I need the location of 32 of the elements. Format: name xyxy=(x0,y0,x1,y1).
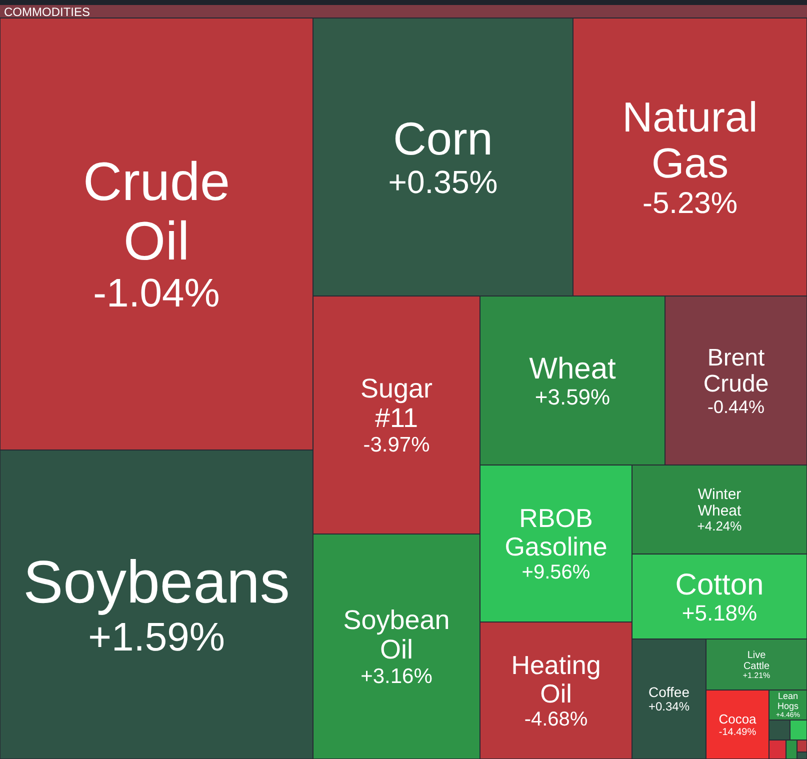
category-label: Live Cattle xyxy=(743,650,770,672)
category-label: Corn xyxy=(393,112,493,165)
data-label: +3.59% xyxy=(534,384,610,410)
data-label: +0.35% xyxy=(388,164,498,200)
text: COMMODITIES xyxy=(4,5,90,19)
category-label: Crude Oil xyxy=(82,152,230,272)
category-label: Heating Oil xyxy=(511,650,601,708)
data-label: +9.56% xyxy=(522,562,590,584)
data-label: +3.16% xyxy=(360,665,432,688)
data-label: -14.49% xyxy=(718,726,756,738)
category-label: Wheat xyxy=(529,352,617,386)
category-label: Lean Hogs xyxy=(777,691,799,712)
category-label: Winter Wheat xyxy=(698,486,742,520)
data-label: +0.34% xyxy=(648,700,690,714)
category-label: Natural Gas xyxy=(622,93,758,186)
data-label: -5.23% xyxy=(642,187,738,220)
data-label: -1.04% xyxy=(93,272,220,316)
category-label: Cocoa xyxy=(718,711,758,726)
data-label: -0.44% xyxy=(707,396,765,417)
category-label: Soybeans xyxy=(23,548,290,616)
category-label: RBOB Gasoline xyxy=(504,502,608,562)
category-label: Brent Crude xyxy=(703,344,769,398)
data-label: +1.21% xyxy=(742,671,770,680)
data-label: -4.68% xyxy=(524,708,588,731)
category-label: Soybean Oil xyxy=(343,605,450,665)
data-label: +1.59% xyxy=(88,616,225,660)
category-label: Cotton xyxy=(675,568,764,602)
category-label: Coffee xyxy=(648,684,690,700)
category-label: Sugar #11 xyxy=(360,374,433,434)
data-label: +4.24% xyxy=(697,518,742,534)
data-label: +5.18% xyxy=(682,600,758,626)
data-label: -3.97% xyxy=(363,434,430,457)
